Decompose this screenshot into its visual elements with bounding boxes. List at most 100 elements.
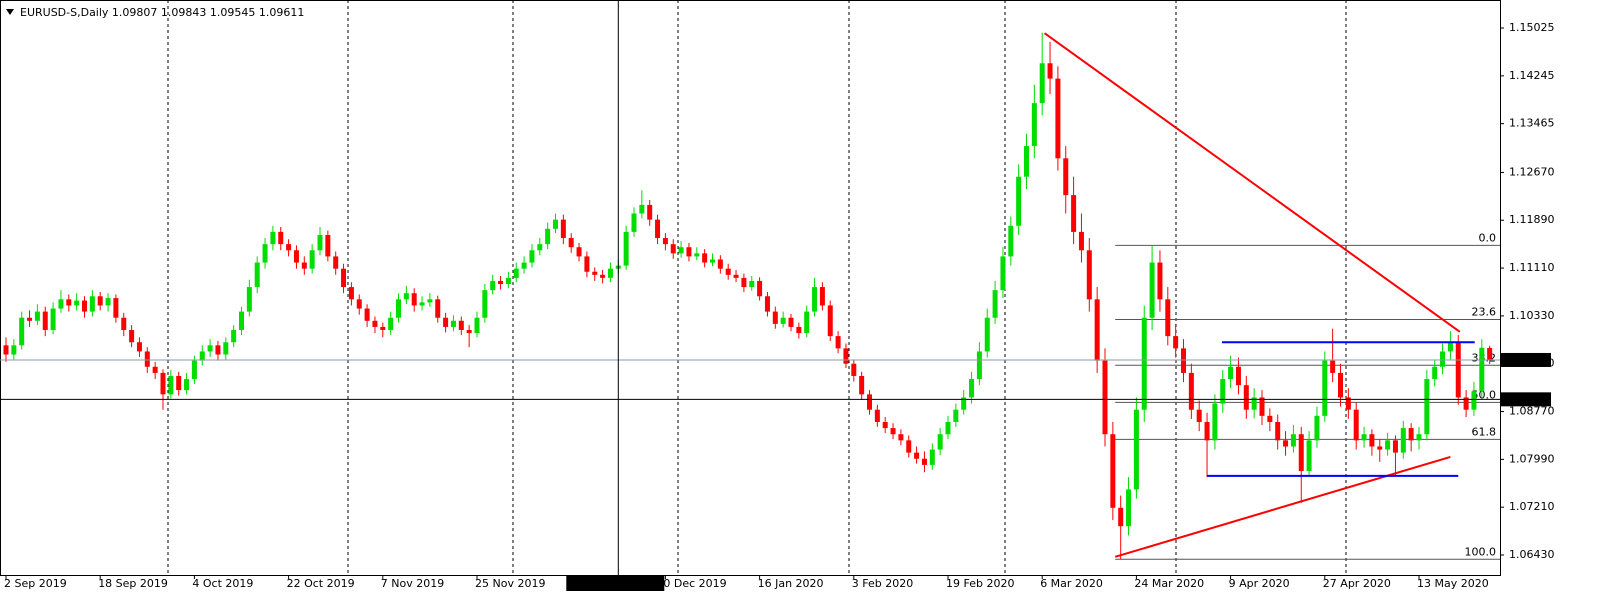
candle-body (1471, 391, 1477, 410)
candle-body (254, 262, 260, 288)
candle-body (1047, 63, 1053, 79)
candle-body (945, 421, 951, 435)
candle-body (356, 299, 362, 309)
candle-body (969, 379, 975, 398)
candle-body (717, 259, 723, 269)
candle-body (1220, 379, 1226, 404)
candle-body (647, 204, 653, 220)
candle-body (333, 256, 339, 269)
candle-body (74, 300, 80, 306)
candle-body (341, 268, 347, 288)
candle-body (1432, 366, 1438, 380)
candle-body (1235, 366, 1241, 386)
candle-body (1181, 348, 1186, 373)
candle-body (19, 317, 25, 346)
x-tick-label: 2 Sep 2019 (4, 577, 67, 590)
candle-body (1243, 385, 1249, 410)
menu-triangle (6, 9, 14, 15)
candle-body (1314, 415, 1320, 441)
candle-body (1063, 158, 1069, 196)
candle-body (27, 317, 33, 321)
candle-body (1408, 428, 1414, 441)
x-tick-label: 6 Mar 2020 (1040, 577, 1103, 590)
candle-body (466, 329, 472, 334)
last-price-box (1501, 352, 1551, 367)
candle-body (82, 300, 87, 312)
candle-body (1290, 434, 1296, 447)
candle-body (50, 308, 56, 330)
x-tick-label: 16 Jan 2020 (758, 577, 824, 590)
candle-body (843, 348, 849, 364)
candle-body (529, 250, 535, 263)
candle-body (560, 219, 566, 239)
candle-body (678, 247, 684, 254)
candle-body (670, 244, 676, 254)
candle-body (325, 234, 331, 257)
candle-body (1016, 176, 1022, 226)
x-tick-label: 7 Nov 2019 (381, 577, 444, 590)
candle-body (1078, 231, 1084, 251)
candle-body (890, 428, 896, 435)
candle-body (11, 345, 17, 355)
candle-body (1424, 379, 1430, 435)
candle-body (191, 360, 197, 380)
candle-body (1133, 409, 1139, 490)
candle-body (1377, 446, 1383, 450)
candle-body (113, 298, 119, 318)
candle-body (1086, 250, 1092, 300)
y-tick-label: 1.13465 (1509, 117, 1555, 130)
candle-body (1165, 299, 1171, 337)
candle-body (859, 375, 865, 395)
candle-body (1338, 372, 1343, 398)
candle-body (1353, 409, 1359, 441)
candle-body (231, 329, 237, 343)
y-tick-label: 1.12670 (1509, 165, 1555, 178)
candle-body (317, 234, 323, 251)
candle-body (851, 363, 857, 376)
x-tick-label: 22 Oct 2019 (287, 577, 355, 590)
y-tick-label: 1.15025 (1509, 21, 1555, 34)
chart-title: EURUSD-S,Daily 1.09807 1.09843 1.09545 1… (20, 6, 304, 19)
candle-body (1118, 507, 1124, 527)
candle-body (1463, 397, 1469, 410)
candle-body (694, 253, 700, 257)
candle-body (937, 434, 943, 450)
candle-body (749, 280, 755, 288)
candle-body (1126, 489, 1132, 527)
candle-body (34, 311, 40, 321)
candle-body (757, 280, 763, 297)
candle-body (207, 345, 213, 352)
candle-body (184, 379, 190, 391)
candle-body (639, 204, 645, 214)
candle-body (686, 247, 692, 257)
candle-body (1173, 336, 1179, 349)
candle-body (1149, 262, 1155, 318)
candle-body (874, 409, 880, 422)
candle-body (835, 336, 841, 349)
candle-body (380, 326, 386, 330)
candle-body (662, 238, 668, 245)
candle-body (764, 296, 770, 312)
candle-body (1141, 317, 1147, 410)
candle-body (1259, 397, 1265, 416)
y-tick-label: 1.08770 (1509, 405, 1555, 418)
candle-body (1251, 397, 1257, 410)
candle-body (733, 274, 739, 278)
candle-body (772, 311, 778, 324)
fib-label: 100.0 (1465, 545, 1497, 558)
candle-body (914, 452, 920, 459)
candle-body (1039, 63, 1045, 104)
fib-label: 23.6 (1472, 305, 1497, 318)
y-tick-label: 1.10330 (1509, 309, 1555, 322)
candle-body (435, 299, 441, 318)
candle-body (867, 394, 872, 410)
candle-body (498, 280, 504, 285)
fib-label: 61.8 (1472, 425, 1497, 438)
candle-body (827, 305, 833, 337)
candle-body (388, 317, 394, 330)
candle-body (176, 375, 182, 391)
candle-body (223, 342, 229, 355)
candle-body (215, 345, 221, 355)
